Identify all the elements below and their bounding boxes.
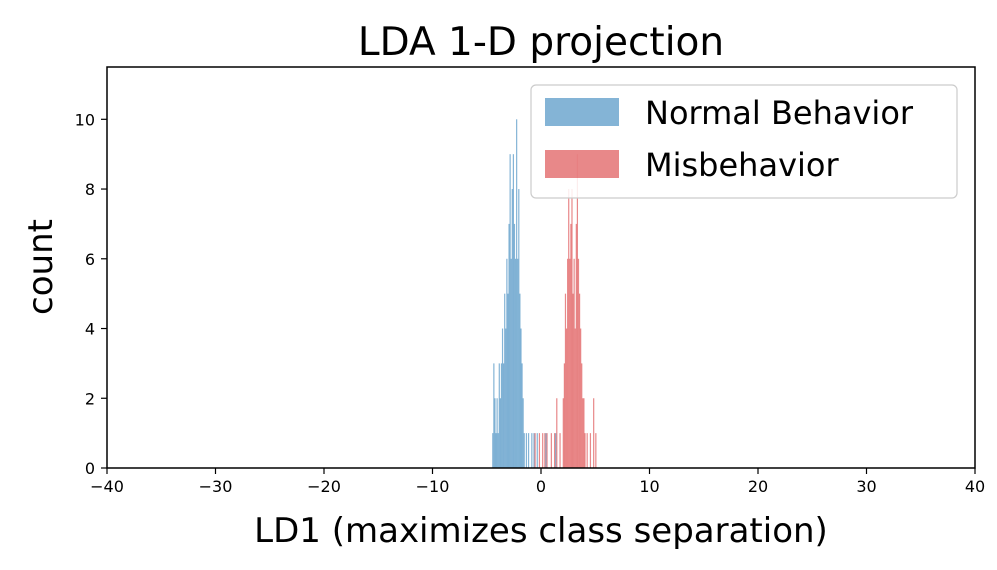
histogram-bar-misbehavior [546,433,548,468]
y-tick-label: 8 [85,180,95,199]
x-tick-label: 10 [639,477,659,496]
histogram-bar-normal-behavior [508,223,510,468]
histogram-bar-misbehavior [582,398,584,468]
histogram-bar-normal-behavior [545,433,547,468]
histogram-bar-misbehavior [573,258,575,468]
histogram-bar-normal-behavior [495,433,497,468]
histogram-bar-misbehavior [571,189,573,469]
histogram-bar-normal-behavior [516,119,518,468]
x-tick-label: 30 [856,477,876,496]
histogram-bar-normal-behavior [494,398,496,468]
histogram-bar-normal-behavior [536,433,538,468]
histogram-bar-misbehavior [538,433,541,468]
histogram-bar-misbehavior [586,433,588,468]
histogram-bar-misbehavior [578,293,581,468]
legend-swatch-misbehavior [545,150,619,178]
histogram-bar-misbehavior [544,433,546,468]
legend-label-normal-behavior: Normal Behavior [645,94,914,132]
histogram-bar-misbehavior [595,433,597,468]
histogram-bar-misbehavior [581,363,583,468]
histogram-bar-normal-behavior [506,258,508,468]
histogram-bar-normal-behavior [497,433,499,468]
histogram-bar-normal-behavior [499,398,501,468]
y-axis: 0 2 4 6 8 10 [75,110,107,478]
chart-title: LDA 1-D projection [358,20,724,65]
histogram-bar-normal-behavior [500,363,503,468]
histogram-bar-normal-behavior [505,328,507,468]
histogram-bar-normal-behavior [527,433,530,468]
x-tick-label: −30 [199,477,233,496]
histogram-bar-misbehavior [575,223,577,468]
histogram-bar-normal-behavior [511,189,513,469]
histogram-bar-normal-behavior [493,363,495,468]
histogram-bar-misbehavior [534,433,536,468]
histogram-bar-normal-behavior [523,433,525,468]
histogram-bar-normal-behavior [533,433,535,468]
histogram-bar-normal-behavior [492,433,494,468]
x-tick-label: −40 [90,477,124,496]
histogram-bar-normal-behavior [504,293,506,468]
histogram-bar-misbehavior [565,328,568,468]
x-tick-label: −20 [307,477,341,496]
x-tick-label: 0 [536,477,546,496]
histogram-bar-misbehavior [550,433,552,468]
histogram-bar-normal-behavior [501,328,504,468]
histogram-bar-misbehavior [568,189,570,469]
histogram-bar-misbehavior [577,258,580,468]
histogram-bar-misbehavior [563,363,565,468]
histogram-bar-normal-behavior [531,433,533,468]
histogram-bar-misbehavior [580,328,582,468]
legend-label-misbehavior: Misbehavior [645,146,839,184]
histogram-bar-normal-behavior [512,154,514,468]
histogram-bar-normal-behavior [518,189,520,469]
histogram-bar-misbehavior [570,223,572,468]
histogram-bar-normal-behavior [513,223,516,468]
histogram-bar-misbehavior [574,328,576,468]
x-tick-label: 40 [965,477,985,496]
bars-layer [492,119,597,469]
histogram-bar-normal-behavior [498,363,500,468]
histogram-bar-normal-behavior [510,258,512,468]
histogram-bar-normal-behavior [555,433,557,468]
x-tick-label: −10 [416,477,450,496]
histogram-bar-normal-behavior [522,398,524,468]
histogram-bar-misbehavior [572,293,574,468]
y-tick-label: 10 [75,110,95,129]
histogram-bar-normal-behavior [521,363,523,468]
histogram-bar-normal-behavior [517,258,519,468]
histogram-bar-misbehavior [542,433,544,468]
histogram-bar-misbehavior [554,433,556,468]
legend: Normal Behavior Misbehavior [530,84,958,199]
histogram-bar-misbehavior [569,258,571,468]
legend-box [530,84,958,199]
histogram-bar-normal-behavior [507,293,509,468]
histogram-bar-normal-behavior [496,398,498,468]
histogram-bar-misbehavior [593,398,595,468]
y-tick-label: 4 [85,320,95,339]
histogram-bar-normal-behavior [509,154,511,468]
histogram-bar-misbehavior [562,398,564,468]
y-tick-label: 6 [85,250,95,269]
y-tick-label: 2 [85,389,95,408]
histogram-bar-misbehavior [576,154,579,468]
histogram-bar-misbehavior [556,398,558,468]
y-tick-label: 0 [85,459,95,478]
x-tick-label: 20 [748,477,768,496]
histogram-bar-normal-behavior [519,293,521,468]
histogram-bar-normal-behavior [525,433,528,468]
histogram-bar-normal-behavior [514,258,517,468]
histogram-bar-misbehavior [567,258,569,468]
histogram-bar-normal-behavior [503,363,505,468]
histogram-bar-misbehavior [584,433,586,468]
y-axis-label: count [21,219,61,315]
histogram-bar-misbehavior [559,433,561,468]
histogram-bar-misbehavior [583,398,585,468]
legend-swatch-normal-behavior [545,98,619,126]
histogram-bar-normal-behavior [520,328,522,468]
x-axis-label: LD1 (maximizes class separation) [254,511,828,551]
x-axis: −40 −30 −20 −10 0 10 20 30 40 [90,468,985,496]
histogram-bar-misbehavior [564,293,567,468]
histogram-bar-misbehavior [589,433,592,468]
